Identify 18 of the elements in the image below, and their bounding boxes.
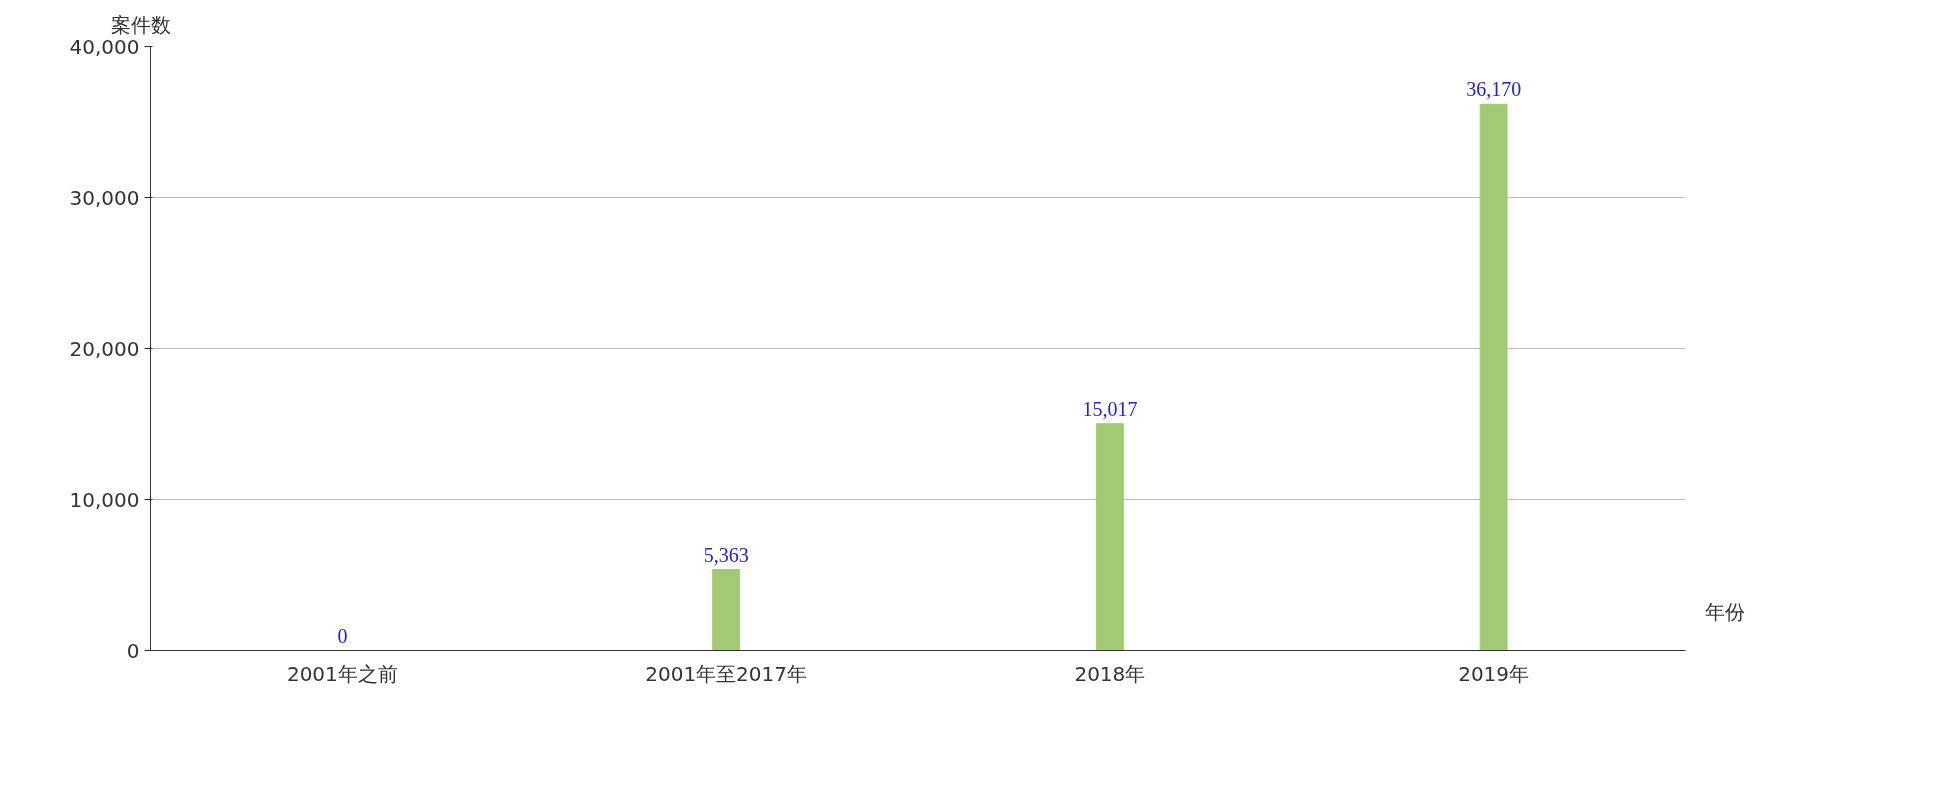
x-tick-label: 2018年 [1074, 661, 1146, 686]
y-tick-label: 40,000 [69, 34, 140, 59]
y-axis-title: 案件数 [110, 12, 171, 37]
data-label: 15,017 [1082, 397, 1138, 420]
data-label: 36,170 [1466, 78, 1522, 101]
y-tick-label: 10,000 [69, 487, 140, 512]
data-label: 5,363 [703, 543, 749, 566]
x-tick-label: 2001年至2017年 [645, 661, 808, 686]
data-label: 0 [337, 624, 348, 647]
bar [712, 569, 741, 651]
y-tick-label: 20,000 [69, 336, 140, 361]
x-tick-label: 2001年之前 [286, 661, 398, 686]
y-tick-label: 0 [126, 638, 140, 663]
bar [1095, 423, 1124, 651]
y-tick-label: 30,000 [69, 185, 140, 210]
x-tick-label: 2019年 [1458, 661, 1530, 686]
x-axis-title: 年份 [1705, 599, 1745, 626]
bar [1479, 103, 1508, 651]
